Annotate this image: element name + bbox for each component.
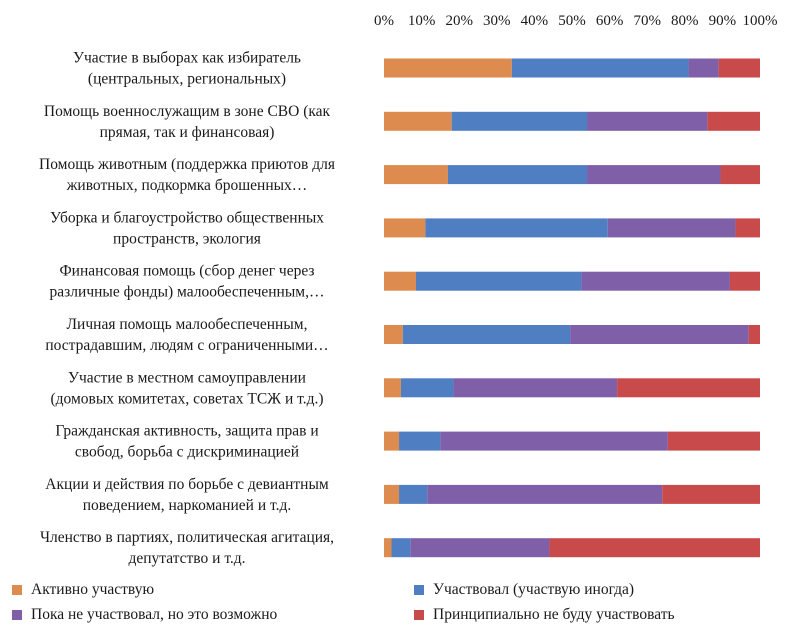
bar-segment-2-3 bbox=[587, 111, 708, 131]
category-label: поведением, наркоманией и т.д. bbox=[83, 497, 292, 514]
bar-segment-1-2 bbox=[511, 58, 689, 78]
category-label: различные фонды) малообеспеченным,… bbox=[50, 284, 325, 301]
bar-segment-4-4 bbox=[735, 218, 760, 238]
category-label: прямая, так и финансовая) bbox=[100, 124, 275, 141]
x-tick-label: 50% bbox=[558, 13, 586, 29]
bar-segment-7-3 bbox=[453, 378, 618, 398]
bar-segment-5-4 bbox=[729, 271, 760, 291]
bar-segment-4-1 bbox=[384, 218, 426, 238]
x-tick-label: 10% bbox=[408, 13, 436, 29]
category-label: (домовых комитетах, советах ТСЖ и т.д.) bbox=[50, 390, 323, 407]
category-label: пострадавшим, людям с ограниченными… bbox=[45, 337, 328, 354]
category-label: Членство в партиях, политическая агитаци… bbox=[40, 529, 334, 546]
bar-segment-9-2 bbox=[399, 484, 428, 504]
bar-segment-8-4 bbox=[667, 431, 760, 451]
bar-segment-4-3 bbox=[607, 218, 736, 238]
category-label: Личная помощь малообеспеченным, bbox=[67, 316, 308, 333]
bar-segment-4-2 bbox=[425, 218, 608, 238]
bar-segment-8-2 bbox=[399, 431, 441, 451]
category-label: пространств, экология bbox=[113, 230, 261, 247]
bar-segment-5-3 bbox=[581, 271, 730, 291]
bar-segment-6-4 bbox=[748, 325, 760, 344]
x-tick-label: 30% bbox=[483, 13, 511, 29]
bar-segment-6-2 bbox=[402, 325, 571, 344]
category-label: Финансовая помощь (сбор денег через bbox=[59, 263, 314, 280]
bar-segment-10-2 bbox=[391, 538, 411, 558]
x-tick-label: 70% bbox=[633, 13, 661, 29]
category-label: Помощь животным (поддержка приютов для bbox=[39, 156, 335, 173]
bar-segment-2-2 bbox=[451, 111, 588, 131]
category-label: Уборка и благоустройство общественных bbox=[50, 209, 324, 226]
category-label: Гражданская активность, защита прав и bbox=[55, 423, 318, 440]
bar-segment-2-4 bbox=[707, 111, 760, 131]
x-tick-label: 100% bbox=[743, 13, 778, 29]
category-label: Участие в местном самоуправлении bbox=[68, 369, 306, 386]
bar-segment-7-1 bbox=[384, 378, 401, 398]
bar-segment-6-3 bbox=[570, 325, 749, 344]
x-tick-label: 80% bbox=[671, 13, 699, 29]
bar-segment-5-2 bbox=[415, 271, 582, 291]
bar-segment-6-1 bbox=[384, 325, 403, 344]
bar-segment-10-1 bbox=[384, 538, 392, 558]
bar-segment-10-4 bbox=[549, 538, 760, 558]
bar-segment-9-1 bbox=[384, 484, 400, 504]
category-label: Участие в выборах как избиратель bbox=[73, 50, 301, 67]
x-tick-label: 40% bbox=[521, 13, 549, 29]
bar-segment-1-3 bbox=[688, 58, 719, 78]
bar-segment-8-1 bbox=[384, 431, 400, 451]
x-tick-label: 90% bbox=[709, 13, 737, 29]
category-label: депутатство и т.д. bbox=[128, 550, 245, 567]
category-label: животных, подкормка брошенных… bbox=[66, 177, 308, 194]
bar-segment-9-3 bbox=[427, 484, 663, 504]
bar-segment-2-1 bbox=[384, 111, 452, 131]
bar-segment-3-3 bbox=[587, 165, 721, 185]
bar-segment-7-4 bbox=[617, 378, 760, 398]
bar-segment-7-2 bbox=[400, 378, 454, 398]
bar-segment-5-1 bbox=[384, 271, 416, 291]
x-tick-label: 0% bbox=[374, 13, 394, 29]
bar-segment-3-2 bbox=[447, 165, 588, 185]
bar-segment-3-1 bbox=[384, 165, 448, 185]
category-label: Помощь военнослужащим в зоне СВО (как bbox=[44, 103, 331, 120]
x-tick-label: 60% bbox=[596, 13, 624, 29]
bar-segment-3-4 bbox=[720, 165, 760, 185]
category-label: (центральных, региональных) bbox=[88, 71, 286, 88]
category-label: Акции и действия по борьбе с девиантным bbox=[45, 476, 329, 493]
category-label: свобод, борьба с дискриминацией bbox=[75, 444, 299, 461]
bar-segment-8-3 bbox=[440, 431, 668, 451]
bar-segment-9-4 bbox=[662, 484, 760, 504]
bar-segment-1-1 bbox=[384, 58, 512, 78]
bar-segment-1-4 bbox=[718, 58, 760, 78]
x-tick-label: 20% bbox=[445, 13, 473, 29]
bar-segment-10-3 bbox=[410, 538, 550, 558]
